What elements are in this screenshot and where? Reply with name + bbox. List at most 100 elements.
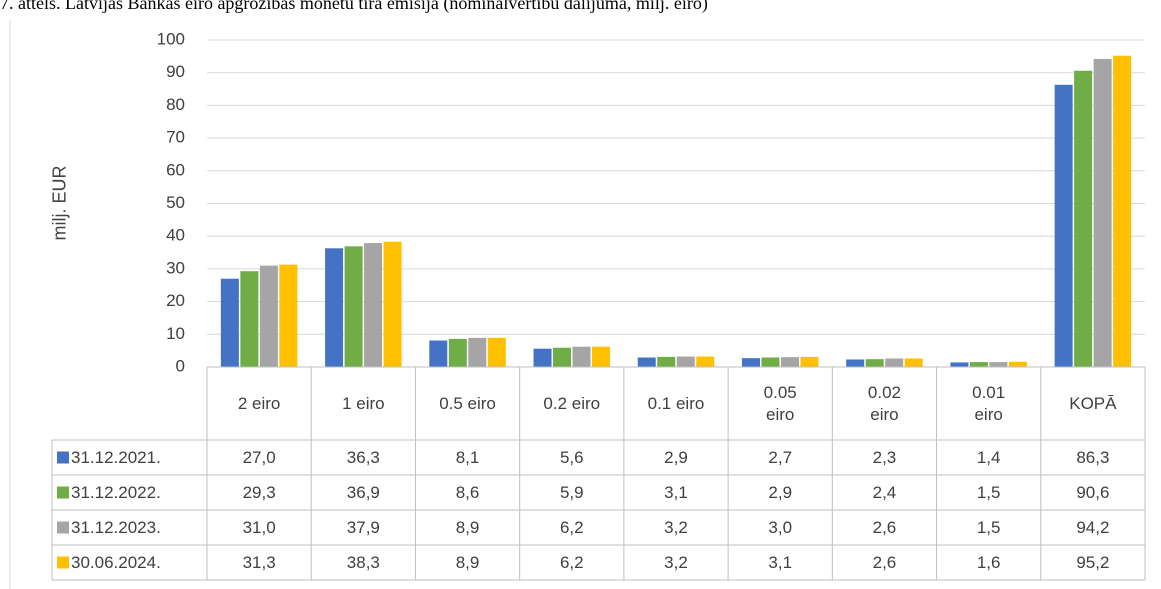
data-label: 2,9	[664, 447, 688, 467]
y-tick-label: 0	[176, 356, 185, 375]
bar	[383, 241, 402, 367]
y-tick-label: 50	[166, 193, 185, 212]
bar	[429, 340, 448, 367]
bar	[240, 271, 259, 367]
legend-swatch	[57, 556, 69, 569]
y-tick-label: 80	[166, 95, 185, 114]
data-label: 3,1	[664, 482, 688, 502]
bar	[1113, 55, 1132, 368]
y-axis-label: milj. EUR	[49, 165, 70, 241]
category-text: 0.2 eiro	[543, 393, 601, 413]
y-tick-label: 60	[166, 160, 185, 179]
data-label: 3,2	[664, 552, 688, 572]
bar	[741, 358, 760, 367]
bar	[1074, 70, 1093, 367]
category-label: 0.02 eiro	[832, 367, 936, 440]
y-tick-label: 90	[166, 62, 185, 81]
category-label: 0.2 eiro	[520, 367, 624, 440]
bar	[592, 346, 611, 367]
bar	[969, 362, 988, 367]
bar	[1093, 58, 1112, 367]
data-label: 2,7	[768, 447, 793, 467]
bar	[533, 348, 552, 367]
category-text: 2 eiro	[237, 393, 281, 413]
legend-swatch	[57, 451, 69, 464]
y-tick-label: 30	[166, 258, 185, 277]
legend-label: 31.12.2022.	[71, 482, 161, 502]
category-text: 1 eiro	[342, 393, 385, 413]
data-label: 1,5	[976, 517, 1001, 537]
bar	[676, 356, 695, 367]
data-label: 3,2	[664, 517, 688, 537]
data-label: 38,3	[346, 552, 380, 572]
category-label: 2 eiro	[207, 367, 311, 440]
bar	[780, 357, 799, 367]
bar	[259, 265, 278, 367]
bar	[344, 246, 363, 367]
bar	[1008, 361, 1027, 367]
data-label: 29,3	[242, 482, 276, 502]
bar	[220, 278, 239, 367]
bar	[885, 358, 904, 367]
data-label: 1,6	[976, 552, 1001, 572]
category-text: 0.01 eiro	[972, 382, 1006, 424]
y-tick-label: 10	[166, 324, 185, 343]
y-tick-label: 100	[157, 29, 185, 48]
bar	[487, 337, 506, 367]
bar	[950, 362, 969, 367]
data-label: 37,9	[346, 517, 380, 537]
data-label: 1,5	[976, 482, 1001, 502]
data-label: 5,6	[559, 447, 584, 467]
legend-swatch	[57, 521, 69, 534]
data-label: 8,9	[455, 517, 480, 537]
category-label: KOPĀ	[1041, 367, 1145, 440]
data-label: 36,3	[346, 447, 380, 467]
data-label: 6,2	[559, 552, 584, 572]
data-label: 8,6	[455, 482, 480, 502]
bar	[904, 358, 923, 367]
data-label: 2,4	[872, 482, 897, 502]
data-label: 86,3	[1076, 447, 1110, 467]
bar	[1054, 84, 1073, 367]
data-label: 2,6	[872, 552, 897, 572]
chart-title: 7. attēls. Latvijas Bankas eiro apgrozīb…	[0, 0, 708, 13]
bar	[846, 359, 865, 367]
bar	[989, 362, 1008, 367]
bar	[657, 356, 676, 367]
data-label: 1,4	[976, 447, 1001, 467]
y-tick-label: 40	[166, 226, 185, 245]
data-label: 31,3	[242, 552, 276, 572]
bar	[553, 347, 572, 367]
category-text: 0.1 eiro	[647, 393, 705, 413]
y-tick-label: 20	[166, 291, 185, 310]
legend-label: 31.12.2021.	[71, 447, 161, 467]
legend-label: 31.12.2023.	[71, 517, 161, 537]
data-label: 8,1	[455, 447, 480, 467]
data-label: 94,2	[1076, 517, 1110, 537]
data-label: 27,0	[242, 447, 276, 467]
data-label: 2,9	[768, 482, 793, 502]
category-text: KOPĀ	[1069, 393, 1117, 413]
legend-swatch	[57, 486, 69, 499]
category-label: 0.05 eiro	[728, 367, 832, 440]
data-label: 6,2	[559, 517, 584, 537]
category-text: 0.05 eiro	[763, 382, 797, 424]
bar	[696, 356, 715, 367]
legend-label: 30.06.2024.	[71, 552, 161, 572]
data-label: 31,0	[242, 517, 276, 537]
data-label: 5,9	[559, 482, 584, 502]
bar	[572, 346, 591, 367]
data-label: 3,0	[768, 517, 793, 537]
category-text: 0.02 eiro	[867, 382, 901, 424]
bar	[364, 243, 383, 367]
data-label: 90,6	[1076, 482, 1110, 502]
bar	[279, 264, 298, 367]
y-tick-label: 70	[166, 128, 185, 147]
bar	[637, 357, 656, 367]
bar	[865, 359, 884, 367]
category-label: 1 eiro	[311, 367, 415, 440]
bar	[468, 337, 487, 367]
category-label: 0.5 eiro	[415, 367, 519, 440]
